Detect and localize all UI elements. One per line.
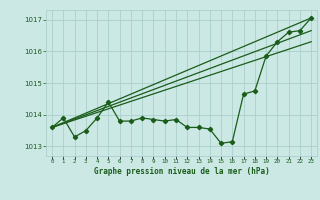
X-axis label: Graphe pression niveau de la mer (hPa): Graphe pression niveau de la mer (hPa)	[94, 167, 269, 176]
